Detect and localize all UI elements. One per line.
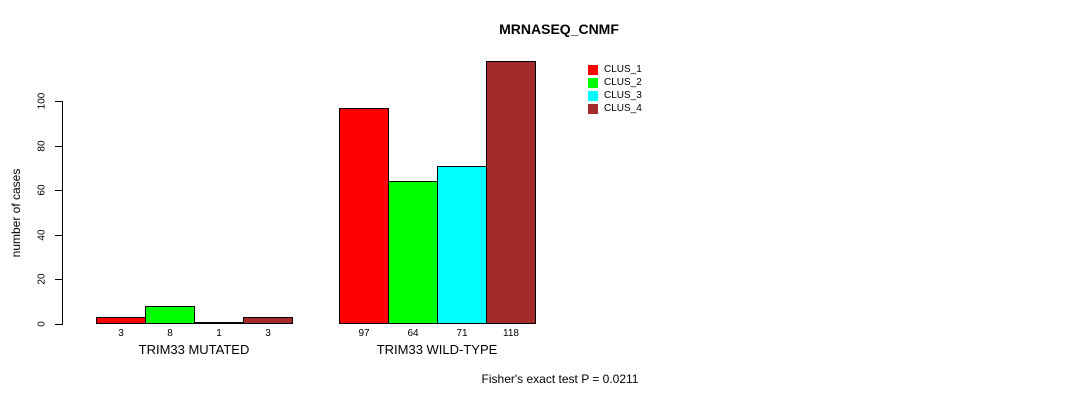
legend: CLUS_1 CLUS_2 CLUS_3 CLUS_4 [588, 63, 642, 115]
legend-row-CLUS_1: CLUS_1 [588, 63, 642, 76]
chart-title: MRNASEQ_CNMF [499, 21, 619, 37]
y-axis-line [62, 101, 63, 325]
y-tick-label-60: 60 [36, 184, 48, 196]
bar-CLUS_3-group2 [437, 166, 487, 324]
bar-CLUS_2-group2 [388, 181, 438, 324]
y-tick-mark-60 [55, 190, 62, 191]
legend-row-CLUS_3: CLUS_3 [588, 89, 642, 102]
group-label-1: TRIM33 MUTATED [138, 342, 250, 357]
y-tick-label-0: 0 [36, 321, 48, 327]
legend-label-CLUS_2: CLUS_2 [604, 77, 642, 88]
y-tick-label-80: 80 [36, 140, 48, 152]
bar-CLUS_2-group1 [145, 306, 195, 324]
bar-value-CLUS_3-group1: 1 [216, 328, 222, 339]
y-tick-mark-0 [55, 324, 62, 325]
bar-value-CLUS_2-group2: 64 [407, 328, 419, 339]
y-tick-label-20: 20 [36, 273, 48, 285]
y-tick-mark-100 [55, 101, 62, 102]
legend-swatch-CLUS_1 [588, 64, 598, 75]
bar-value-CLUS_4-group1: 3 [265, 328, 271, 339]
legend-swatch-CLUS_3 [588, 90, 598, 101]
bar-CLUS_1-group2 [339, 108, 389, 324]
bar-value-CLUS_1-group1: 3 [118, 328, 124, 339]
fisher-test-annotation: Fisher's exact test P = 0.0211 [481, 372, 639, 386]
bar-CLUS_4-group1 [243, 317, 293, 324]
bar-CLUS_4-group2 [486, 61, 536, 324]
legend-swatch-CLUS_4 [588, 103, 598, 114]
y-tick-mark-80 [55, 146, 62, 147]
legend-swatch-CLUS_2 [588, 77, 598, 88]
group-label-2: TRIM33 WILD-TYPE [376, 342, 498, 357]
y-tick-label-100: 100 [36, 92, 48, 110]
bar-value-CLUS_3-group2: 71 [456, 328, 468, 339]
bar-CLUS_3-group1 [194, 322, 244, 324]
bar-CLUS_1-group1 [96, 317, 146, 324]
legend-label-CLUS_3: CLUS_3 [604, 90, 642, 101]
legend-row-CLUS_2: CLUS_2 [588, 76, 642, 89]
bar-value-CLUS_2-group1: 8 [167, 328, 173, 339]
y-tick-mark-20 [55, 279, 62, 280]
legend-label-CLUS_4: CLUS_4 [604, 103, 642, 114]
y-axis-label: number of cases [9, 168, 23, 258]
legend-row-CLUS_4: CLUS_4 [588, 102, 642, 115]
y-tick-mark-40 [55, 235, 62, 236]
y-tick-label-40: 40 [36, 229, 48, 241]
legend-label-CLUS_1: CLUS_1 [604, 64, 642, 75]
bar-value-CLUS_1-group2: 97 [358, 328, 370, 339]
bar-value-CLUS_4-group2: 118 [503, 328, 519, 339]
